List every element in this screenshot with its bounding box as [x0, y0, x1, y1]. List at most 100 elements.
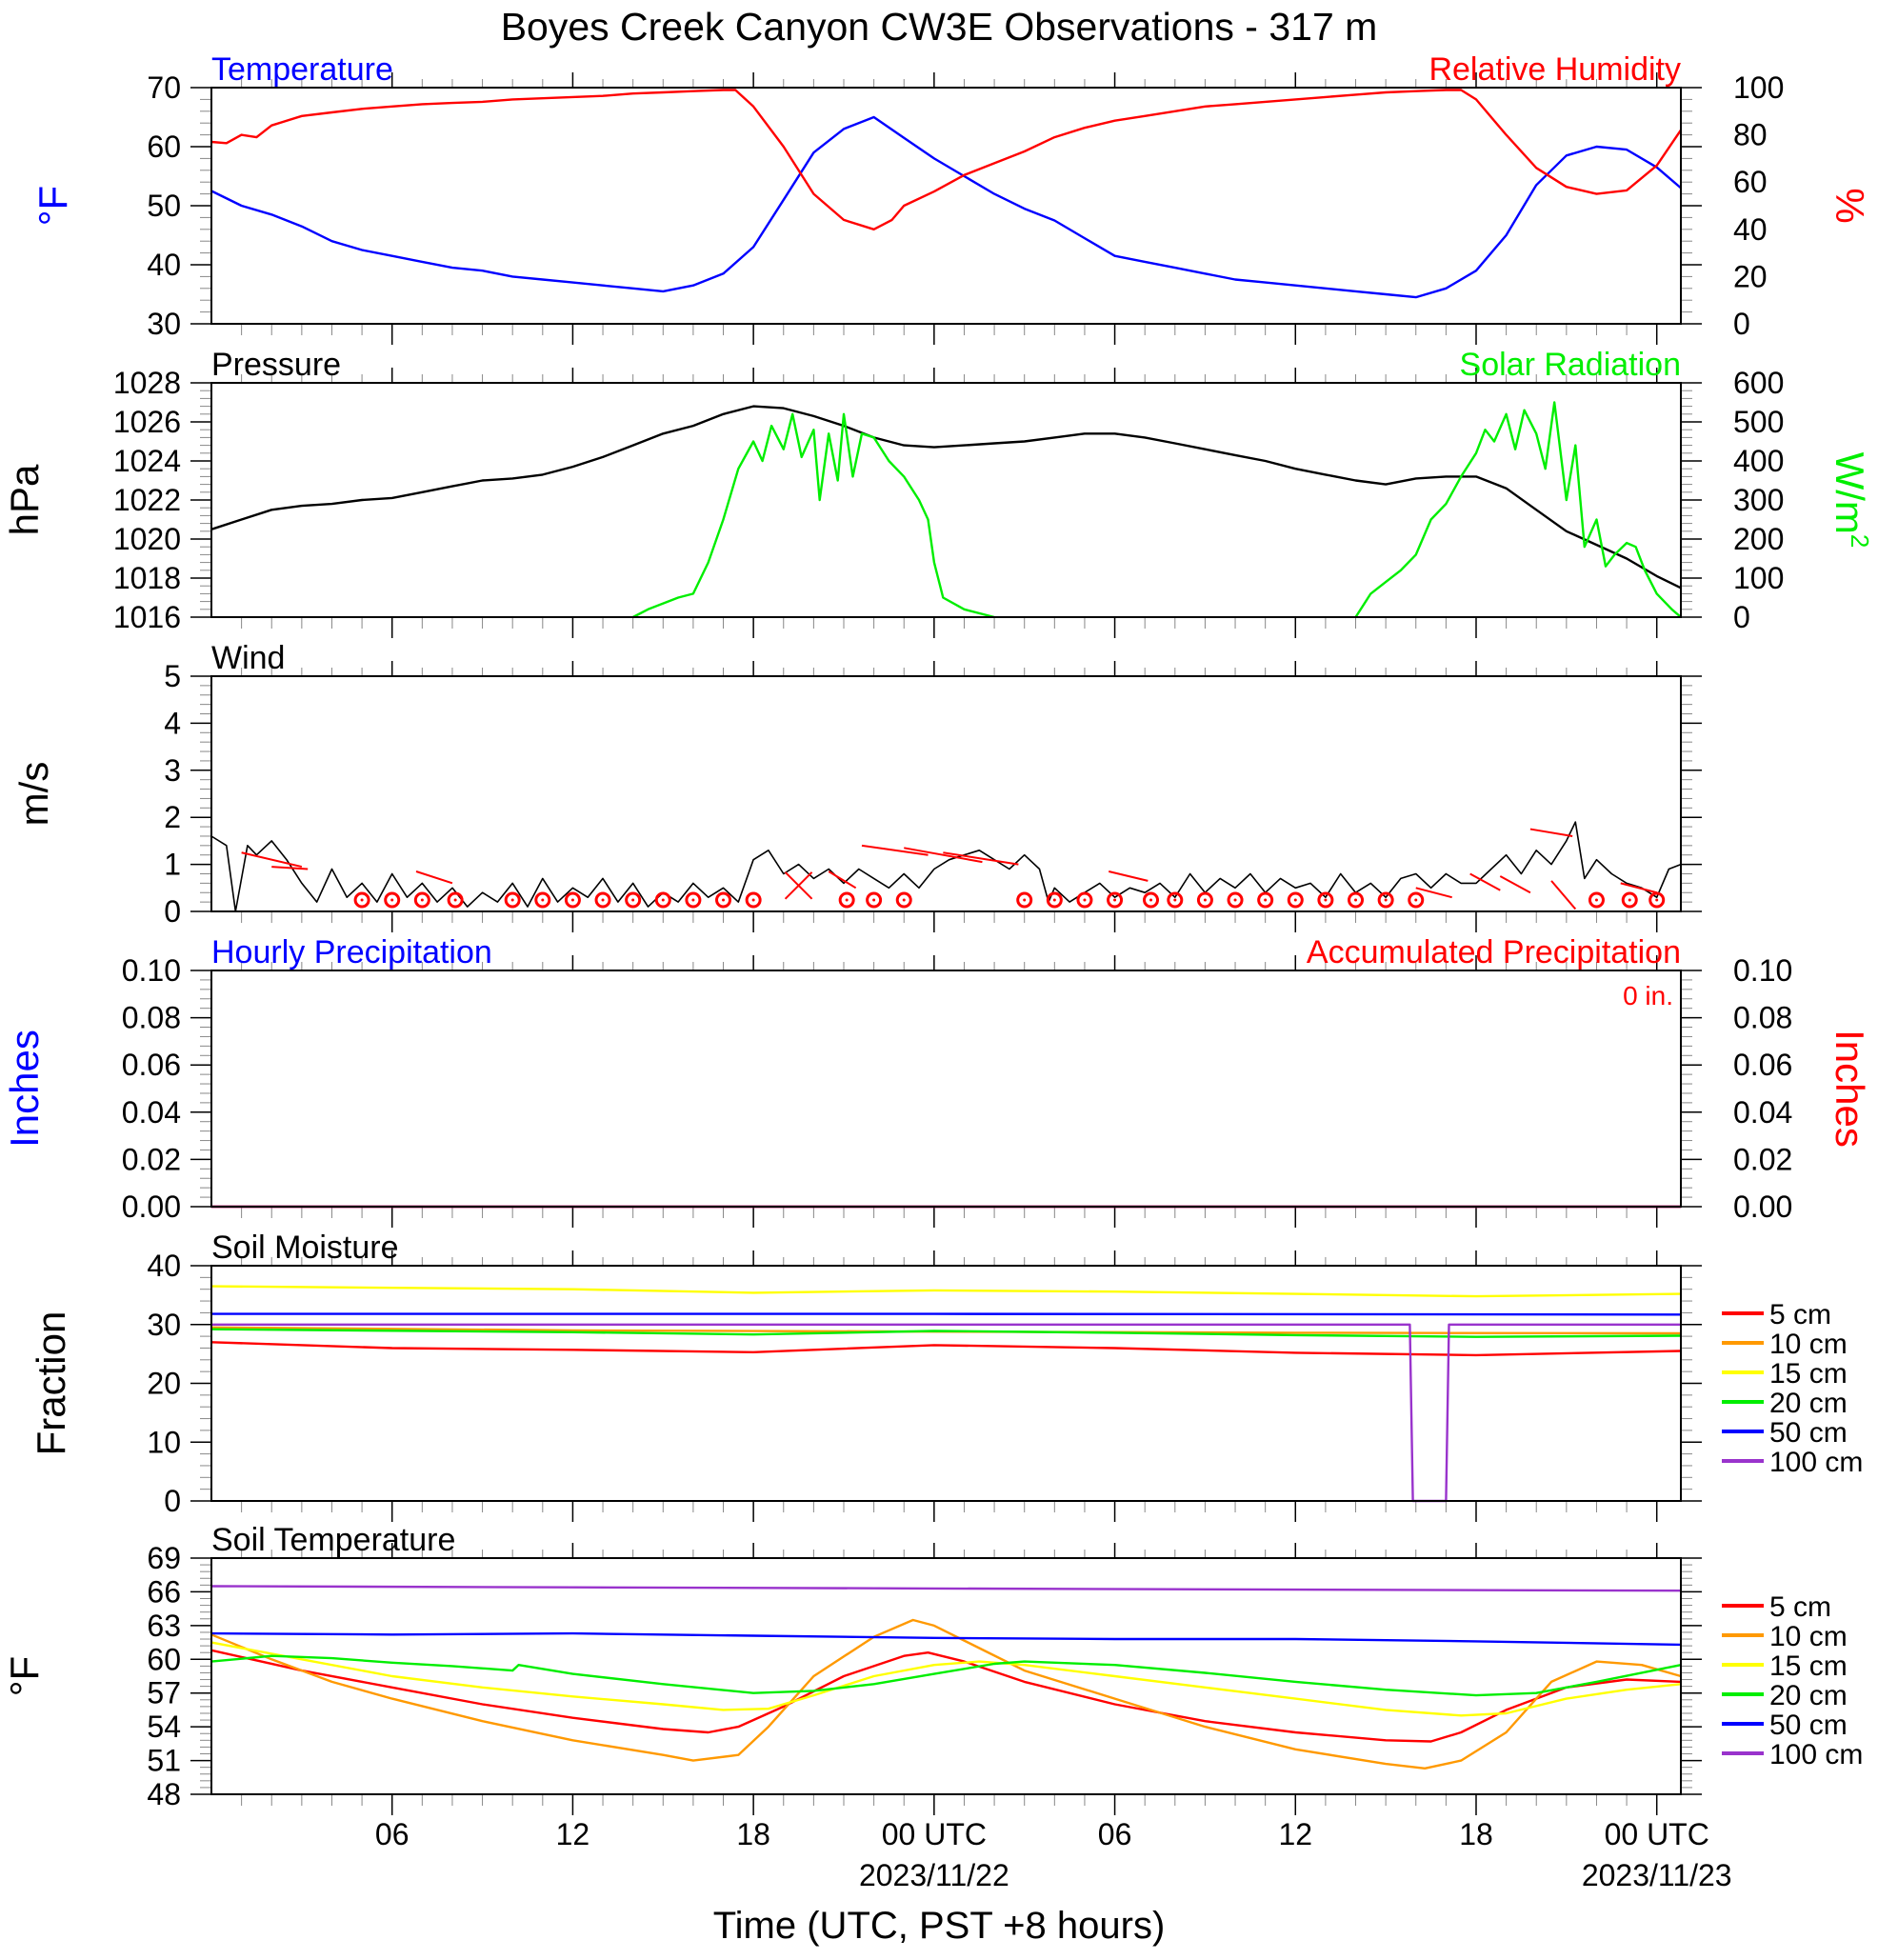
calm-wind-dot	[872, 898, 876, 902]
calm-wind-dot	[1354, 898, 1358, 902]
series-10-cm	[210, 1618, 1682, 1770]
y-tick-label: 10	[147, 1425, 181, 1459]
panel-frame	[210, 1265, 1682, 1502]
panel-wind: 0 1 2 3 4 5 Wind m/s	[11, 640, 1702, 932]
y-right-tick-label: 500	[1733, 405, 1784, 439]
series-50-cm	[211, 1312, 1682, 1316]
panel-temperature-rh: 30 40 50 60 70 0 20 40 60 80 100 Temperature Relativ…	[30, 51, 1872, 345]
calm-wind-dot	[1113, 898, 1117, 902]
y-tick-label: 40	[147, 248, 181, 282]
panel-frame	[210, 382, 1682, 618]
calm-wind-dot	[1083, 898, 1087, 902]
panel-frame	[210, 675, 1682, 912]
legend-label: 15 cm	[1769, 1358, 1848, 1390]
x-tick-label: 12	[1278, 1817, 1312, 1851]
y-tick-label: 0	[164, 894, 181, 929]
y-tick-label: 63	[147, 1609, 181, 1643]
x-tick-label: 18	[1459, 1817, 1493, 1851]
calm-wind-marker	[1107, 891, 1124, 909]
y-axis-label-right: %	[1828, 188, 1872, 223]
y-right-tick-label: 0.06	[1733, 1048, 1792, 1082]
y-right-tick-label: 0	[1733, 307, 1750, 341]
y-tick-label: 1020	[113, 522, 181, 556]
calm-wind-marker	[1588, 891, 1605, 909]
x-tick-label: 12	[556, 1817, 590, 1851]
y-axis-label-left: °F	[2, 1656, 47, 1696]
wind-barb	[828, 870, 857, 890]
calm-wind-dot	[1384, 898, 1388, 902]
calm-wind-marker	[1143, 891, 1160, 909]
calm-wind-dot	[541, 898, 545, 902]
calm-wind-dot	[570, 898, 574, 902]
x-tick-label: 06	[1098, 1817, 1132, 1851]
calm-wind-marker	[895, 891, 912, 909]
series-solar-radiation-day-2	[1354, 401, 1682, 618]
wind-barb	[1529, 828, 1573, 837]
legend-label: 20 cm	[1769, 1388, 1848, 1419]
calm-wind-marker	[413, 891, 430, 909]
calm-wind-marker	[1257, 891, 1274, 909]
calm-wind-dot	[1594, 898, 1598, 902]
legend-label: 50 cm	[1769, 1710, 1848, 1741]
calm-wind-dot	[661, 898, 665, 902]
y-right-tick-label: 20	[1733, 259, 1768, 293]
y-tick-label: 0.02	[122, 1142, 181, 1176]
y-tick-label: 0	[164, 1484, 181, 1518]
calm-wind-marker	[1377, 891, 1394, 909]
calm-wind-dot	[1655, 898, 1659, 902]
y-right-tick-label: 600	[1733, 366, 1784, 400]
x-tick-date-label: 2023/11/23	[1582, 1858, 1732, 1892]
legend-label: 100 cm	[1769, 1739, 1863, 1770]
y-tick-label: 69	[147, 1541, 181, 1575]
x-tick-label: 00 UTC	[1605, 1817, 1709, 1851]
calm-wind-marker	[1287, 891, 1304, 909]
y-right-tick-label: 40	[1733, 212, 1768, 247]
y-axis-label-left: hPa	[2, 464, 47, 535]
y-right-tick-label: 60	[1733, 165, 1768, 199]
panel-title-left: Pressure	[211, 347, 341, 383]
calm-wind-dot	[1414, 898, 1418, 902]
wind-barb	[241, 851, 303, 869]
wind-barb	[1550, 880, 1577, 910]
y-tick-label: 1026	[113, 405, 181, 439]
y-tick-label: 5	[164, 659, 181, 693]
series-wind-speed	[210, 821, 1682, 912]
y-tick-label: 20	[147, 1367, 181, 1401]
wind-barb	[1415, 887, 1452, 899]
y-right-tick-label: 0.02	[1733, 1142, 1792, 1176]
panel-title-right: Accumulated Precipitation	[1307, 934, 1681, 970]
y-tick-label: 1018	[113, 561, 181, 595]
calm-wind-marker	[1408, 891, 1425, 909]
y-axis-label-superscript: 2	[1846, 534, 1874, 548]
wind-barb	[904, 847, 983, 864]
calm-wind-marker	[384, 891, 401, 909]
calm-wind-marker	[447, 891, 464, 909]
wind-barb	[1499, 875, 1531, 894]
panel-precipitation: 0.00 0.02 0.04 0.06 0.08 0.10 0.00 0.02 0.04 0.06…	[2, 934, 1872, 1228]
calm-wind-marker	[564, 891, 581, 909]
y-right-tick-label: 300	[1733, 483, 1784, 517]
panel-title-left: Temperature	[211, 51, 393, 88]
calm-wind-marker	[625, 891, 642, 909]
series-5-cm	[210, 1341, 1682, 1357]
y-right-tick-label: 100	[1733, 561, 1784, 595]
panel-frame	[210, 970, 1682, 1208]
y-right-tick-label: 0.08	[1733, 1001, 1792, 1035]
y-right-tick-label: 0	[1733, 600, 1750, 634]
legend-label: 5 cm	[1769, 1299, 1831, 1330]
y-tick-label: 1	[164, 848, 181, 882]
panel-title-right: Solar Radiation	[1460, 347, 1681, 383]
y-tick-label: 3	[164, 753, 181, 788]
y-tick-label: 0.08	[122, 1001, 181, 1035]
y-tick-label: 54	[147, 1710, 181, 1744]
series-solar-radiation	[632, 412, 995, 619]
series-temperature	[210, 115, 1682, 299]
x-tick-label: 00 UTC	[882, 1817, 987, 1851]
calm-wind-dot	[691, 898, 695, 902]
y-tick-label: 4	[164, 706, 181, 740]
calm-wind-dot	[631, 898, 635, 902]
calm-wind-dot	[1203, 898, 1207, 902]
y-axis-label-right: Inches	[1828, 1030, 1872, 1148]
calm-wind-dot	[360, 898, 364, 902]
